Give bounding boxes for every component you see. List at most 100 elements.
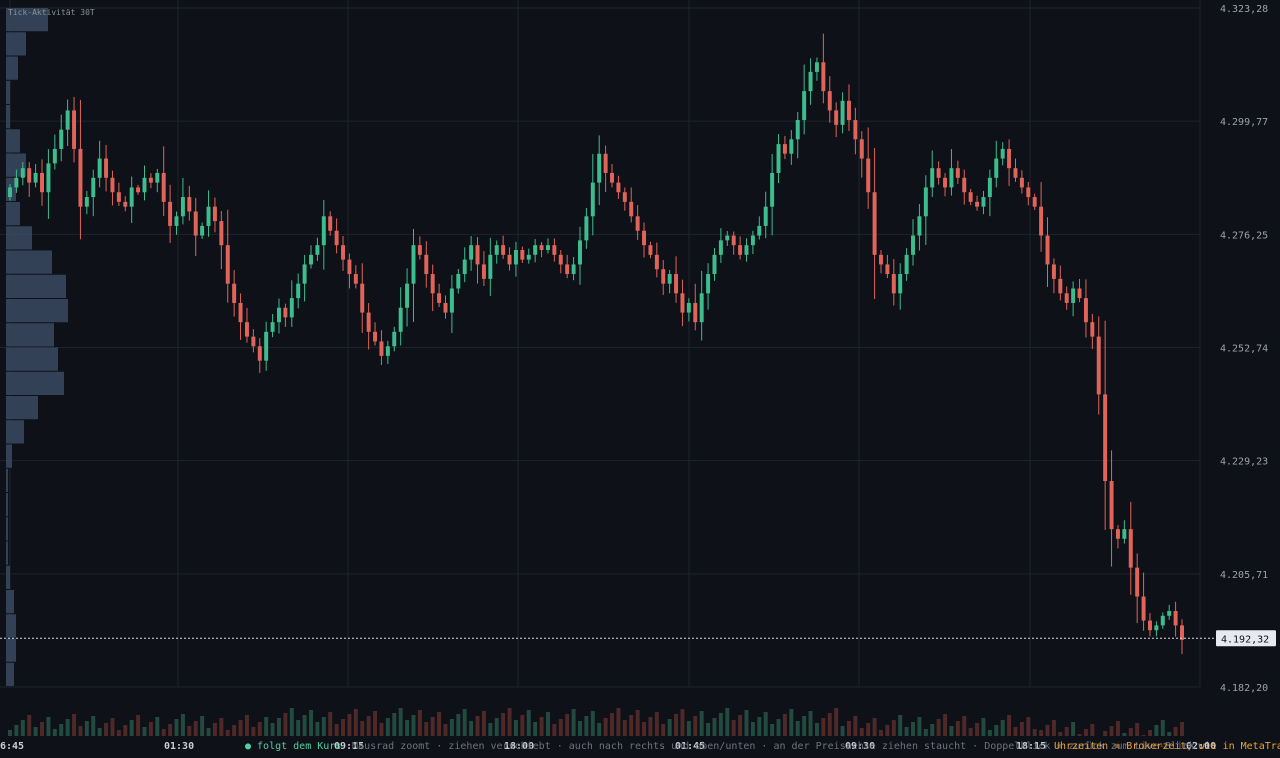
volume-bar	[622, 720, 627, 736]
volume-bar	[782, 714, 787, 736]
volume-bar	[943, 714, 948, 736]
candle	[411, 228, 416, 322]
candle	[981, 190, 986, 215]
volume-bar	[72, 714, 77, 736]
volume-bar	[264, 717, 269, 736]
volume-bar	[789, 709, 794, 736]
candle	[840, 92, 845, 134]
candle	[821, 33, 826, 104]
candle	[257, 338, 262, 373]
candle	[1109, 450, 1114, 567]
candle	[814, 57, 819, 81]
candle	[33, 164, 38, 188]
candle	[616, 175, 621, 200]
volume-bar	[584, 716, 589, 736]
candle	[1167, 604, 1172, 620]
price-axis[interactable]: 4.323,28 4.299,77 4.276,25 4.252,74 4.229,23…	[1220, 4, 1268, 694]
candle	[789, 130, 794, 165]
candle	[1045, 217, 1050, 287]
volume-bar	[795, 721, 800, 736]
volume-bar	[385, 718, 390, 736]
profile-bar	[6, 226, 32, 250]
candle	[539, 242, 544, 258]
volume-bar	[911, 722, 916, 736]
time-tick-label: 09:30	[845, 741, 875, 752]
volume-bar	[840, 726, 845, 736]
candle	[78, 99, 83, 240]
volume-bar	[827, 713, 832, 736]
profile-bar	[6, 80, 10, 104]
candle	[1051, 258, 1056, 294]
candle	[424, 241, 429, 288]
candle	[994, 140, 999, 188]
volume-bar	[917, 717, 922, 736]
candle	[911, 219, 916, 266]
candle	[110, 170, 115, 206]
volume-bar	[994, 725, 999, 736]
time-axis: 6:45 01:30 09:15 18:00 01:45 09:30 18:15 02:00	[0, 741, 1216, 752]
candlestick-series	[8, 33, 1184, 655]
candle	[513, 241, 518, 277]
volume-bar	[437, 712, 442, 736]
candle	[302, 254, 307, 302]
candle	[296, 273, 301, 309]
candle	[1154, 621, 1159, 637]
candle	[782, 135, 787, 160]
candle	[136, 184, 141, 195]
candle	[481, 251, 486, 286]
candle	[834, 102, 839, 138]
candle	[642, 222, 647, 258]
candle	[866, 127, 871, 209]
candle	[635, 205, 640, 240]
profile-bar	[6, 8, 48, 32]
candle	[885, 254, 890, 279]
volume-bar	[1167, 732, 1172, 736]
candle	[206, 190, 211, 237]
volume-bar	[309, 710, 313, 736]
volume-bar	[180, 714, 185, 736]
volume-bar	[610, 713, 614, 736]
candle	[59, 114, 64, 162]
candle	[289, 280, 294, 327]
candle	[827, 76, 832, 123]
follow-price-indicator[interactable]: ● folgt dem Kurs	[245, 741, 341, 752]
candle	[1180, 619, 1184, 655]
volume-bar	[1051, 720, 1056, 736]
volume-bar	[1039, 730, 1044, 736]
volume-bar	[488, 723, 493, 736]
price-tick-label: 4.276,25	[1220, 230, 1268, 241]
candle	[315, 237, 320, 261]
candle	[1026, 181, 1031, 206]
profile-bar	[6, 56, 18, 80]
volume-bar	[923, 729, 928, 736]
candle	[622, 187, 627, 211]
candle	[757, 216, 762, 240]
volume-bar	[872, 718, 877, 736]
volume-bar	[379, 723, 384, 736]
volume-bar	[674, 714, 679, 736]
volume-bar	[494, 718, 499, 736]
candle	[104, 144, 109, 192]
volume-bar	[539, 717, 544, 736]
candle	[52, 134, 57, 170]
volume-bar	[642, 722, 647, 736]
volume-bar	[353, 709, 358, 736]
candle	[1019, 170, 1024, 194]
candle	[661, 260, 666, 295]
candle	[379, 330, 384, 366]
volume-bar	[616, 708, 621, 736]
candle	[385, 340, 390, 365]
volume-bar	[635, 710, 640, 736]
volume-bar	[808, 711, 813, 736]
candle	[667, 269, 672, 294]
candle	[1115, 525, 1120, 549]
candle	[116, 182, 121, 206]
candle	[501, 235, 506, 259]
candle	[693, 283, 698, 331]
candle	[443, 295, 448, 319]
candle	[533, 239, 538, 263]
volume-bar	[116, 730, 121, 736]
time-tick-label: 09:15	[334, 741, 364, 752]
volume-bar	[20, 720, 25, 736]
